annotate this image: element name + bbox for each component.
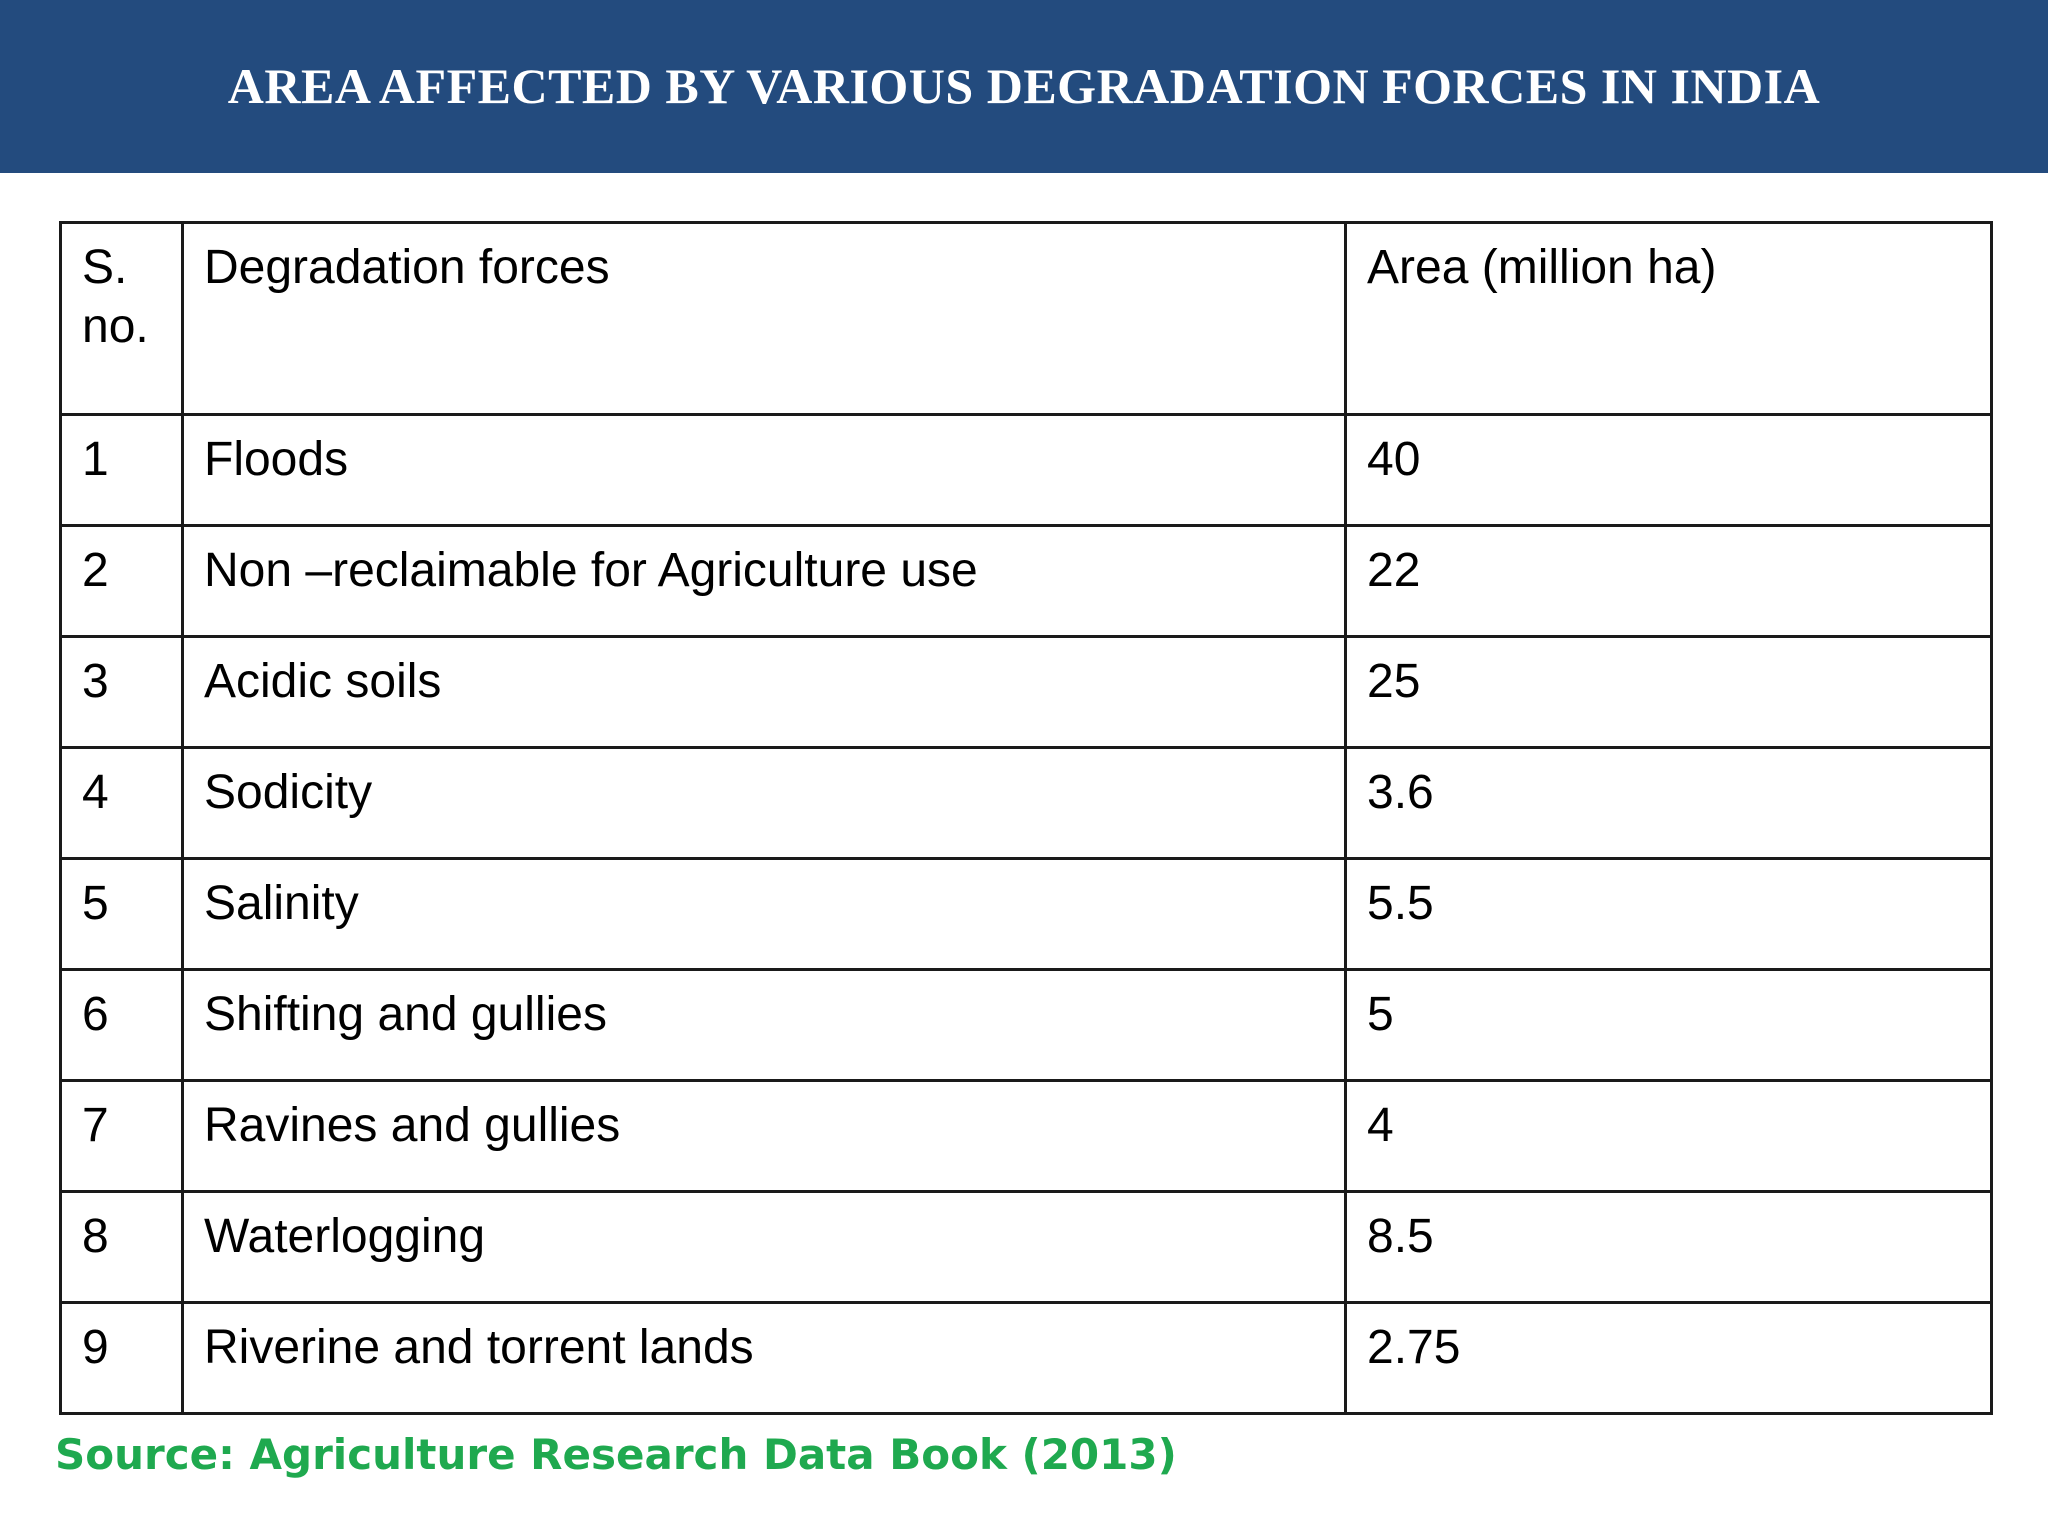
area-cell: 3.6 <box>1344 746 1993 860</box>
degradation-force-cell: Acidic soils <box>181 635 1347 749</box>
table-row: 8 Waterlogging 8.5 <box>59 1190 1993 1304</box>
column-header-area: Area (million ha) <box>1344 221 1993 416</box>
area-cell: 5.5 <box>1344 857 1993 971</box>
page-title: AREA AFFECTED BY VARIOUS DEGRADATION FOR… <box>227 57 1821 114</box>
table-row: 9 Riverine and torrent lands 2.75 <box>59 1301 1993 1415</box>
table-row: 4 Sodicity 3.6 <box>59 746 1993 860</box>
table-row: 6 Shifting and gullies 5 <box>59 968 1993 1082</box>
serial-number-cell: 1 <box>59 413 184 527</box>
table-row: 5 Salinity 5.5 <box>59 857 1993 971</box>
table-row: 3 Acidic soils 25 <box>59 635 1993 749</box>
table-row: 1 Floods 40 <box>59 413 1993 527</box>
area-cell: 22 <box>1344 524 1993 638</box>
serial-number-cell: 8 <box>59 1190 184 1304</box>
degradation-force-cell: Ravines and gullies <box>181 1079 1347 1193</box>
serial-number-cell: 7 <box>59 1079 184 1193</box>
serial-number-cell: 3 <box>59 635 184 749</box>
area-cell: 2.75 <box>1344 1301 1993 1415</box>
degradation-table: S. no. Degradation forces Area (million … <box>59 221 1993 1415</box>
table-header-row: S. no. Degradation forces Area (million … <box>59 221 1993 416</box>
area-cell: 8.5 <box>1344 1190 1993 1304</box>
area-cell: 4 <box>1344 1079 1993 1193</box>
degradation-force-cell: Waterlogging <box>181 1190 1347 1304</box>
serial-number-cell: 4 <box>59 746 184 860</box>
area-cell: 25 <box>1344 635 1993 749</box>
serial-number-cell: 9 <box>59 1301 184 1415</box>
source-citation: Source: Agriculture Research Data Book (… <box>55 1430 1177 1479</box>
table-row: 2 Non –reclaimable for Agriculture use 2… <box>59 524 1993 638</box>
title-banner: AREA AFFECTED BY VARIOUS DEGRADATION FOR… <box>0 0 2048 173</box>
column-header-serial-number: S. no. <box>59 221 184 416</box>
degradation-force-cell: Shifting and gullies <box>181 968 1347 1082</box>
area-cell: 40 <box>1344 413 1993 527</box>
serial-number-cell: 5 <box>59 857 184 971</box>
area-cell: 5 <box>1344 968 1993 1082</box>
degradation-force-cell: Non –reclaimable for Agriculture use <box>181 524 1347 638</box>
degradation-force-cell: Floods <box>181 413 1347 527</box>
serial-number-cell: 6 <box>59 968 184 1082</box>
degradation-force-cell: Riverine and torrent lands <box>181 1301 1347 1415</box>
column-header-degradation-forces: Degradation forces <box>181 221 1347 416</box>
table-row: 7 Ravines and gullies 4 <box>59 1079 1993 1193</box>
serial-number-cell: 2 <box>59 524 184 638</box>
degradation-force-cell: Sodicity <box>181 746 1347 860</box>
degradation-force-cell: Salinity <box>181 857 1347 971</box>
